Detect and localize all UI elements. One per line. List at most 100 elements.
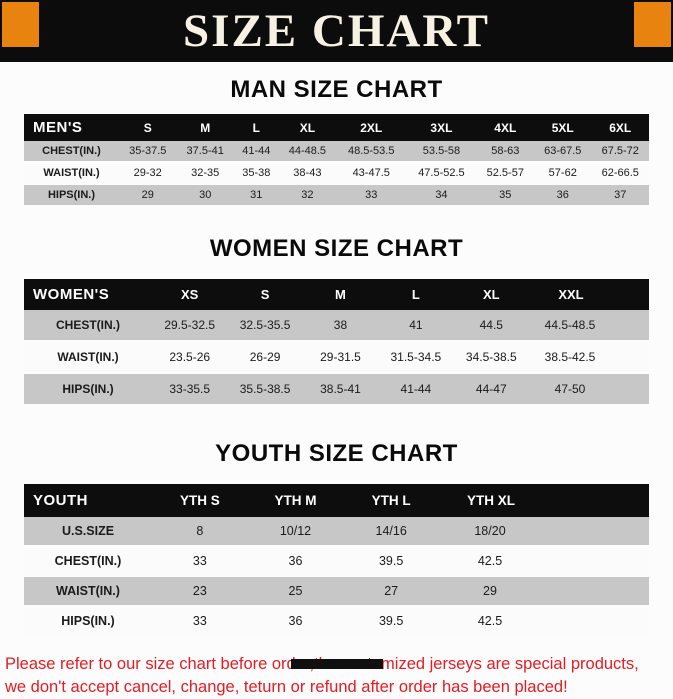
size-header-cell: XS <box>152 279 228 310</box>
value-cell: 27 <box>384 584 399 598</box>
value-cell: 29-32 <box>133 167 162 179</box>
value-cell: 37 <box>614 189 627 201</box>
size-header-cell: 4XL <box>476 114 535 141</box>
value-cell: 39.5 <box>378 554 404 568</box>
value-cell: 26-29 <box>249 350 281 364</box>
size-header-cell: L <box>233 114 279 141</box>
row-label-cell: WAIST(IN.) <box>43 167 100 179</box>
value-cell: 48.5-53.5 <box>347 145 395 157</box>
value-cell: 25 <box>288 584 303 598</box>
value-cell: 18/20 <box>474 524 506 538</box>
value-cell: 36 <box>556 189 569 201</box>
value-cell: 39.5 <box>378 614 404 628</box>
table-title-cell: MEN'S <box>24 114 119 141</box>
value-cell: 41 <box>409 318 423 332</box>
size-header-cell: 3XL <box>406 114 477 141</box>
value-cell: 63-67.5 <box>544 145 582 157</box>
value-cell: 29-31.5 <box>320 350 361 364</box>
value-cell: 33 <box>365 189 378 201</box>
value-cell: 44-47 <box>475 382 507 396</box>
value-cell: 32 <box>301 189 314 201</box>
size-header-cell: 2XL <box>336 114 407 141</box>
value-cell: 38 <box>333 318 348 332</box>
value-cell: 32-35 <box>191 167 220 179</box>
value-cell: 31 <box>250 189 263 201</box>
value-cell: 33 <box>192 614 207 628</box>
men-size-table: MEN'S S M L XL 2XL 3XL 4XL 5XL 6XL CHEST(IN.) 35-37… <box>24 114 649 207</box>
value-cell: 34.5-38.5 <box>465 350 517 364</box>
value-cell: 43-47.5 <box>352 167 390 179</box>
table-title-cell: WOMEN'S <box>24 279 152 310</box>
value-cell: 29.5-32.5 <box>164 318 216 332</box>
row-label-cell: U.S.SIZE <box>61 524 115 538</box>
page-title: SIZE CHART <box>183 4 490 57</box>
table-row: CHEST(IN.) 29.5-32.5 32.5-35.5 38 41 44.5 44.5… <box>24 310 649 341</box>
row-label-cell: WAIST(IN.) <box>57 350 119 364</box>
table-header-row: YOUTH YTH S YTH M YTH L YTH XL <box>24 484 649 517</box>
value-cell: 33 <box>192 554 207 568</box>
value-cell: 37.5-41 <box>186 145 224 157</box>
value-cell: 57-62 <box>548 167 577 179</box>
youth-size-table: YOUTH YTH S YTH M YTH L YTH XL U.S.SIZE 8 10/12… <box>24 484 649 637</box>
size-header-cell: 6XL <box>591 114 649 141</box>
size-header-cell: YTH S <box>152 484 248 517</box>
row-label-cell: CHEST(IN.) <box>56 318 120 332</box>
value-cell: 33-35.5 <box>169 382 211 396</box>
row-label-cell: CHEST(IN.) <box>42 145 101 157</box>
value-cell: 41-44 <box>242 145 271 157</box>
table-row: HIPS(IN.) 33 36 39.5 42.5 <box>24 606 649 636</box>
value-cell: 67.5-72 <box>601 145 639 157</box>
size-header-cell: XL <box>278 114 337 141</box>
value-cell: 36 <box>288 554 303 568</box>
bottom-mark <box>290 659 383 669</box>
value-cell: 34 <box>435 189 448 201</box>
value-cell: 31.5-34.5 <box>390 350 442 364</box>
size-header-cell: YTH L <box>343 484 439 517</box>
value-cell: 53.5-58 <box>422 145 461 157</box>
table-row: HIPS(IN.) 29 30 31 32 33 34 35 36 37 <box>24 184 649 206</box>
value-cell: 10/12 <box>279 524 312 538</box>
value-cell: 44.5 <box>479 318 503 332</box>
value-cell: 44.5-48.5 <box>544 318 596 332</box>
footer-note-line2: we don't accept cancel, change, teturn o… <box>5 678 568 697</box>
size-header-cell: L <box>378 279 454 310</box>
value-cell: 36 <box>288 614 303 628</box>
value-cell: 29 <box>483 584 497 598</box>
table-row: HIPS(IN.) 33-35.5 35.5-38.5 38.5-41 41-44 44-… <box>24 373 649 405</box>
value-cell: 32.5-35.5 <box>239 318 291 332</box>
table-row: CHEST(IN.) 35-37.5 37.5-41 41-44 44-48.5 48.5… <box>24 141 649 162</box>
value-cell: 58-63 <box>491 145 520 157</box>
table-row: WAIST(IN.) 23 25 27 29 <box>24 576 649 606</box>
value-cell: 35-38 <box>242 167 271 179</box>
value-cell: 38.5-42.5 <box>544 350 596 364</box>
value-cell: 42.5 <box>477 614 503 628</box>
row-label-cell: HIPS(IN.) <box>61 614 115 628</box>
title-banner: SIZE CHART <box>0 0 673 62</box>
value-cell: 44-48.5 <box>288 145 327 157</box>
table-row: WAIST(IN.) 29-32 32-35 35-38 38-43 43-47.5 47.… <box>24 162 649 184</box>
table-header-row: WOMEN'S XS S M L XL XXL <box>24 279 649 310</box>
table-row: CHEST(IN.) 33 36 39.5 42.5 <box>24 546 649 576</box>
size-header-cell: XXL <box>529 279 649 310</box>
size-header-cell: XL <box>453 279 529 310</box>
value-cell: 41-44 <box>400 382 432 396</box>
section-heading-youth: YOUTH SIZE CHART <box>215 440 458 467</box>
corner-accent-left <box>2 2 39 47</box>
value-cell: 47.5-52.5 <box>418 167 465 179</box>
value-cell: 30 <box>199 189 212 201</box>
size-header-cell: YTH XL <box>439 484 649 517</box>
value-cell: 35 <box>499 189 512 201</box>
women-size-table: WOMEN'S XS S M L XL XXL CHEST(IN.) 29.5-32.5 32.5… <box>24 279 649 406</box>
value-cell: 62-66.5 <box>601 167 639 179</box>
row-label-cell: WAIST(IN.) <box>56 584 120 598</box>
value-cell: 8 <box>196 524 204 538</box>
row-label-cell: HIPS(IN.) <box>47 189 96 201</box>
value-cell: 35.5-38.5 <box>239 382 291 396</box>
size-header-cell: 5XL <box>534 114 592 141</box>
value-cell: 38.5-41 <box>320 382 361 396</box>
size-header-cell: YTH M <box>247 484 344 517</box>
size-header-cell: M <box>302 279 379 310</box>
size-header-cell: S <box>227 279 303 310</box>
row-label-cell: CHEST(IN.) <box>54 554 122 568</box>
